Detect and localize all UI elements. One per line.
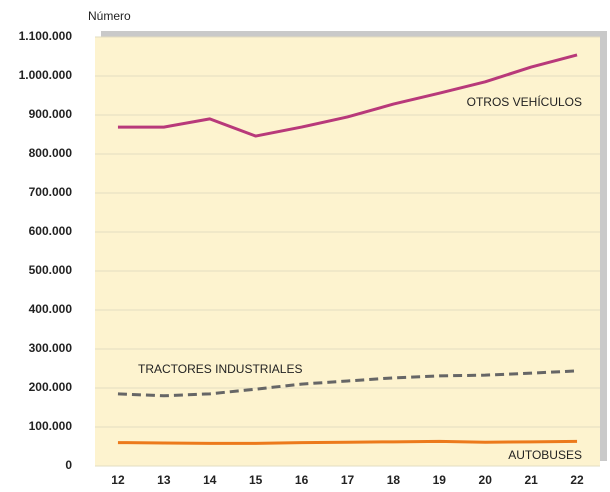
series-line: [117, 439, 578, 445]
series-label: TRACTORES INDUSTRIALES: [138, 362, 302, 376]
x-tick-label: 20: [479, 473, 493, 487]
x-tick-label: 17: [341, 473, 355, 487]
x-tick-label: 15: [249, 473, 263, 487]
y-tick-label: 800.000: [29, 146, 73, 160]
y-tick-label: 300.000: [29, 341, 73, 355]
x-tick-label: 13: [157, 473, 171, 487]
x-tick-label: 22: [570, 473, 584, 487]
y-axis-label: Número: [88, 9, 131, 23]
y-tick-label: 200.000: [29, 380, 73, 394]
series-label: OTROS VEHÍCULOS: [467, 94, 582, 109]
series-line: [117, 53, 578, 138]
series-label: AUTOBUSES: [508, 448, 582, 462]
y-tick-label: 700.000: [29, 185, 73, 199]
x-tick-label: 18: [387, 473, 401, 487]
y-tick-label: 400.000: [29, 302, 73, 316]
x-tick-label: 19: [433, 473, 447, 487]
y-tick-label: 600.000: [29, 224, 73, 238]
x-tick-label: 21: [524, 473, 538, 487]
x-tick-label: 14: [203, 473, 217, 487]
y-tick-label: 1.100.000: [19, 29, 73, 43]
y-tick-label: 1.000.000: [19, 68, 73, 82]
y-tick-label: 500.000: [29, 263, 73, 277]
series-line: [117, 369, 578, 398]
y-tick-label: 900.000: [29, 107, 73, 121]
y-tick-label: 100.000: [29, 419, 73, 433]
x-tick-label: 12: [111, 473, 125, 487]
x-tick-label: 16: [295, 473, 309, 487]
y-tick-label: 0: [65, 458, 72, 472]
